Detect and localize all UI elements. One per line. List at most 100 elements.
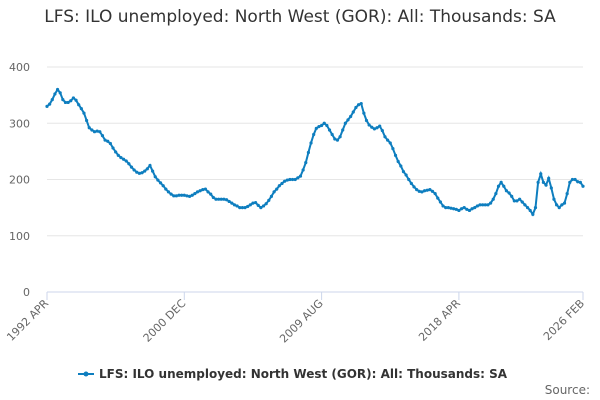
point: [446, 206, 450, 210]
point: [420, 190, 424, 194]
point: [145, 167, 149, 171]
point: [391, 146, 395, 151]
point: [69, 99, 73, 103]
point: [161, 184, 165, 188]
point: [61, 98, 65, 102]
point: [269, 194, 274, 198]
point: [148, 163, 152, 168]
series-line: [46, 87, 584, 217]
point: [356, 103, 361, 107]
point: [343, 121, 347, 125]
point: [108, 141, 112, 146]
point: [235, 204, 239, 208]
point: [351, 110, 355, 114]
point: [444, 206, 448, 210]
point: [533, 206, 538, 210]
point: [256, 203, 260, 207]
point: [143, 169, 147, 173]
point: [201, 188, 205, 192]
point: [119, 155, 123, 160]
point: [393, 153, 398, 157]
point: [333, 137, 337, 141]
point: [512, 199, 516, 203]
point: [203, 187, 208, 191]
point: [370, 125, 374, 129]
point: [121, 157, 126, 161]
point: [151, 169, 155, 173]
x-tick-label: 2018 APR: [416, 297, 463, 344]
point: [116, 153, 120, 157]
point: [325, 123, 329, 128]
point: [364, 118, 369, 123]
point: [573, 177, 577, 182]
point: [491, 197, 495, 201]
point: [106, 139, 110, 143]
point: [177, 193, 181, 197]
point: [227, 199, 231, 204]
point: [417, 189, 421, 193]
legend-label: LFS: ILO unemployed: North West (GOR): A…: [99, 367, 508, 381]
point: [401, 170, 406, 174]
legend-marker: [83, 371, 89, 377]
point: [441, 204, 445, 208]
point: [367, 123, 371, 127]
point: [253, 200, 258, 205]
point: [95, 129, 99, 133]
point: [55, 87, 60, 92]
point: [82, 111, 86, 115]
point: [166, 190, 171, 194]
point: [275, 187, 279, 191]
point: [214, 197, 218, 201]
y-tick-label: 200: [9, 174, 30, 187]
point: [536, 180, 540, 184]
point: [470, 207, 474, 211]
point: [383, 135, 387, 139]
point: [428, 188, 432, 192]
point: [304, 161, 308, 165]
point: [462, 206, 466, 210]
x-tick-label: 2009 AUG: [277, 297, 326, 346]
point: [496, 184, 501, 188]
point: [251, 201, 255, 205]
point: [327, 128, 332, 132]
point: [264, 202, 268, 206]
x-tick-label: 2000 DEC: [141, 297, 189, 345]
point: [528, 208, 532, 213]
point: [240, 206, 244, 210]
point: [494, 191, 498, 196]
point: [578, 180, 582, 184]
x-tick-label: 1992 APR: [4, 297, 51, 344]
point: [127, 162, 131, 166]
point: [92, 130, 97, 134]
point: [79, 107, 83, 111]
point: [224, 198, 229, 202]
point: [243, 206, 247, 210]
point: [98, 130, 102, 134]
point: [409, 181, 413, 186]
point: [306, 150, 310, 155]
point: [293, 177, 297, 182]
point: [174, 194, 178, 198]
point: [209, 192, 213, 196]
point: [58, 91, 62, 95]
point: [335, 138, 340, 142]
point: [317, 125, 321, 129]
point: [129, 165, 134, 169]
point: [272, 190, 276, 194]
point: [454, 207, 458, 211]
point: [459, 207, 464, 211]
point: [77, 103, 81, 107]
point: [510, 194, 514, 198]
point: [232, 203, 237, 207]
point: [135, 170, 139, 174]
point: [518, 197, 522, 201]
point: [180, 193, 184, 197]
point: [399, 164, 403, 168]
point: [185, 194, 189, 198]
point: [198, 189, 202, 193]
source-label: Source:: [545, 383, 590, 397]
point: [137, 171, 142, 175]
point: [248, 203, 252, 207]
